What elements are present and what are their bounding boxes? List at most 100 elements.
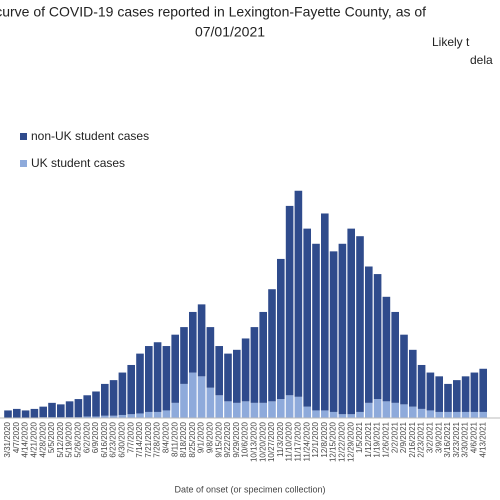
- bar: [259, 402, 267, 418]
- x-tick-label: 7/7/2020: [126, 421, 135, 453]
- bar: [347, 414, 355, 418]
- bar: [153, 411, 162, 418]
- bar: [391, 311, 399, 403]
- bar: [435, 411, 443, 418]
- bar: [373, 274, 382, 400]
- bar: [444, 411, 452, 418]
- bar: [409, 349, 417, 407]
- bar: [268, 401, 276, 418]
- bar: [294, 190, 303, 397]
- bar: [65, 401, 74, 418]
- bar: [444, 383, 452, 412]
- bar: [373, 399, 382, 418]
- x-tick-label: 10/6/2020: [241, 421, 250, 457]
- x-axis-title: Date of onset (or specimen collection): [174, 484, 325, 494]
- x-tick-label: 9/8/2020: [206, 421, 215, 453]
- bar: [303, 228, 311, 407]
- bar: [461, 411, 470, 418]
- bar: [321, 410, 329, 418]
- x-tick-label: 11/17/2020: [294, 421, 303, 461]
- x-tick-label: 7/28/2020: [153, 421, 162, 457]
- bar: [171, 334, 179, 403]
- legend-swatch: [20, 133, 27, 140]
- bar: [435, 376, 443, 412]
- bar: [453, 411, 461, 418]
- bar: [453, 380, 461, 412]
- x-tick-label: 8/18/2020: [179, 421, 188, 457]
- x-tick-label: 8/11/2020: [170, 421, 179, 457]
- bar: [224, 353, 232, 402]
- x-tick-label: 6/2/2020: [82, 421, 91, 453]
- bar: [347, 228, 355, 415]
- bar: [145, 346, 153, 412]
- x-tick-label: 4/14/2020: [21, 421, 30, 457]
- x-tick-label: 6/9/2020: [91, 421, 100, 453]
- bar: [409, 406, 417, 418]
- x-tick-label: 10/13/2020: [250, 421, 259, 462]
- bar: [13, 408, 21, 418]
- bar: [92, 416, 100, 418]
- bar: [338, 414, 347, 418]
- bar: [479, 411, 487, 418]
- x-tick-label: 11/3/2020: [276, 421, 285, 457]
- x-tick-label: 1/19/2021: [373, 421, 382, 457]
- bar: [74, 399, 83, 418]
- x-tick-label: 12/15/2020: [329, 421, 338, 462]
- bar: [250, 402, 259, 418]
- bar: [136, 413, 144, 418]
- bar: [233, 402, 241, 418]
- bar: [417, 408, 426, 418]
- chart-subtitle: 07/01/2021: [195, 24, 265, 40]
- x-tick-label: 12/22/2020: [338, 421, 347, 462]
- bar: [400, 404, 408, 418]
- x-tick-label: 10/20/2020: [258, 421, 267, 462]
- x-tick-label: 5/19/2020: [65, 421, 74, 457]
- bar: [118, 414, 127, 418]
- x-tick-label: 3/9/2021: [434, 421, 443, 453]
- bar: [356, 411, 364, 418]
- bar: [417, 364, 426, 409]
- bar: [224, 401, 232, 418]
- bar: [329, 251, 338, 412]
- x-tick-label: 12/8/2020: [320, 421, 329, 457]
- bar: [171, 402, 179, 418]
- x-tick-label: 1/5/2021: [355, 421, 364, 453]
- x-tick-label: 11/10/2020: [285, 421, 294, 461]
- bar: [285, 205, 294, 396]
- bar: [470, 411, 479, 418]
- x-tick-label: 1/12/2021: [364, 421, 373, 457]
- x-tick-label: 6/16/2020: [100, 421, 109, 457]
- x-tick-label: 12/29/2020: [346, 421, 355, 462]
- bar: [109, 380, 118, 416]
- bar: [48, 402, 56, 418]
- x-tick-label: 3/30/2021: [461, 421, 470, 457]
- x-tick-label: 4/6/2021: [470, 421, 479, 453]
- bar: [127, 364, 135, 415]
- bar: [206, 387, 215, 418]
- bar: [101, 383, 109, 416]
- bar: [241, 338, 250, 402]
- x-tick-label: 4/7/2020: [12, 421, 21, 453]
- bar: [294, 396, 303, 418]
- x-tick-label: 8/25/2020: [188, 421, 197, 457]
- bar: [118, 372, 127, 415]
- bar: [57, 404, 65, 418]
- x-tick-label: 9/15/2020: [214, 421, 223, 457]
- bar: [426, 372, 435, 411]
- x-tick-label: 2/23/2021: [417, 421, 426, 457]
- bar: [241, 401, 250, 418]
- bar: [162, 346, 171, 411]
- x-tick-label: 4/21/2020: [30, 421, 39, 457]
- bar: [215, 346, 223, 396]
- bar: [321, 213, 329, 411]
- bar: [206, 327, 215, 388]
- bar: [83, 416, 91, 418]
- bar: [4, 410, 12, 418]
- x-tick-label: 12/1/2020: [311, 421, 320, 457]
- bar: [233, 349, 241, 403]
- legend-swatch: [20, 160, 27, 167]
- bar: [400, 334, 408, 405]
- bar: [303, 406, 311, 418]
- x-tick-label: 11/24/2020: [302, 421, 311, 461]
